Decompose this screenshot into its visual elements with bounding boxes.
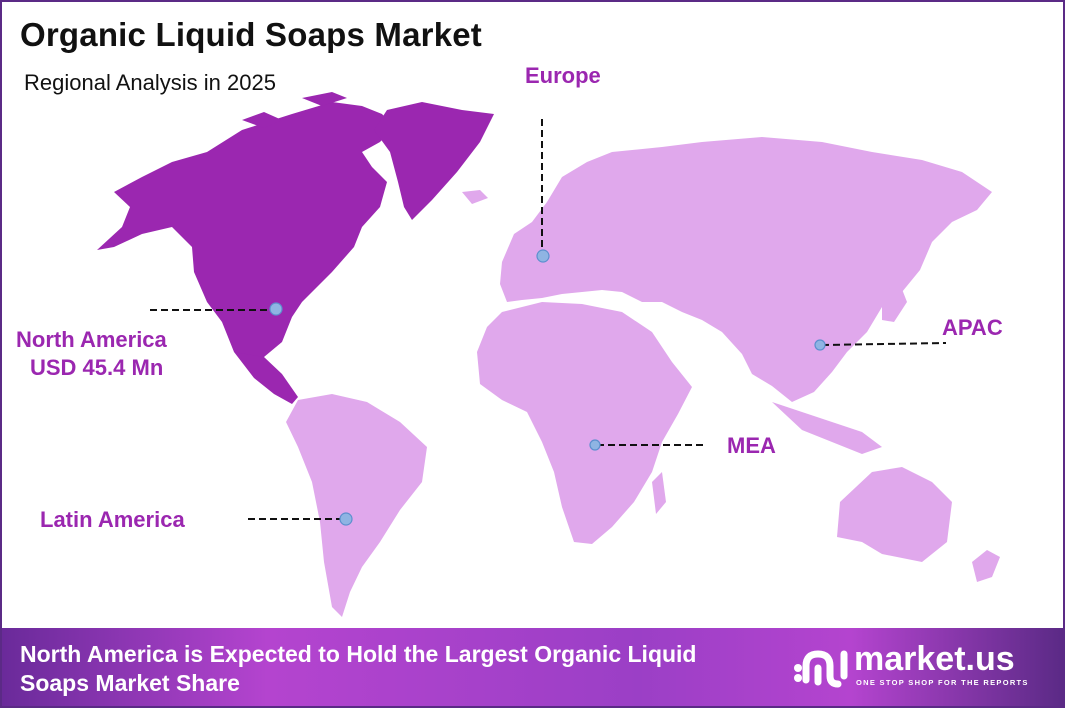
label-latin-america: Latin America <box>40 507 185 532</box>
brand-name: market.us <box>854 640 1015 678</box>
label-mea: MEA <box>727 433 776 458</box>
brand-tagline: ONE STOP SHOP FOR THE REPORTS <box>856 678 1029 687</box>
region-latin-america <box>286 394 427 617</box>
footer-banner: North America is Expected to Hold the La… <box>2 628 1063 706</box>
region-north-america <box>97 92 494 404</box>
region-value-north-america: USD 45.4 Mn <box>30 355 164 380</box>
region-australia <box>837 467 1000 582</box>
page-title: Organic Liquid Soaps Market <box>20 16 482 53</box>
label-apac: APAC <box>942 315 1003 340</box>
page-subtitle: Regional Analysis in 2025 <box>24 70 276 95</box>
marker-europe <box>536 249 550 263</box>
market-us-logo-icon <box>794 650 848 688</box>
region-iceland <box>462 190 488 204</box>
marker-mea <box>589 439 601 451</box>
region-africa <box>477 302 692 544</box>
leader-line-apac <box>821 342 947 346</box>
marker-apac <box>814 339 826 351</box>
marker-latin-america <box>339 512 353 526</box>
label-europe: Europe <box>525 63 601 88</box>
region-eurasia <box>500 137 992 454</box>
brand-logo: market.us ONE STOP SHOP FOR THE REPORTS <box>792 640 1027 690</box>
footer-headline: North America is Expected to Hold the La… <box>20 641 697 696</box>
marker-north-america <box>269 302 283 316</box>
world-map <box>97 92 1000 617</box>
label-north-america: North America USD 45.4 Mn <box>16 326 167 382</box>
region-name-north-america: North America <box>16 327 167 352</box>
